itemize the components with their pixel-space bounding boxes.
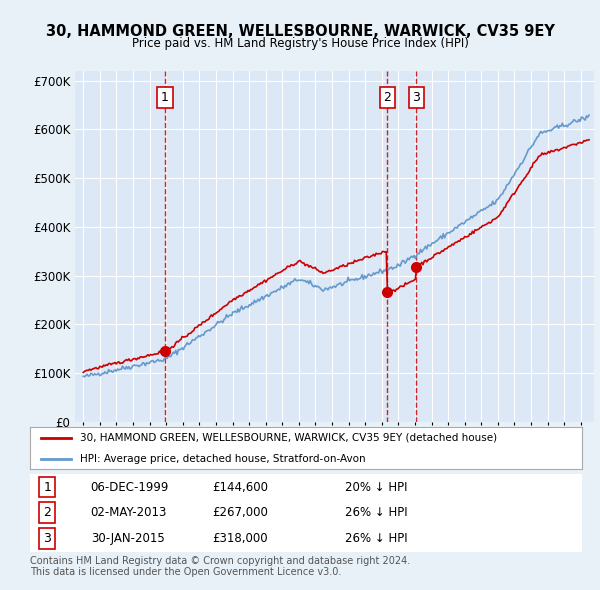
Text: £267,000: £267,000 xyxy=(212,506,268,519)
Text: 26% ↓ HPI: 26% ↓ HPI xyxy=(344,506,407,519)
Text: 3: 3 xyxy=(412,91,420,104)
Text: 30, HAMMOND GREEN, WELLESBOURNE, WARWICK, CV35 9EY (detached house): 30, HAMMOND GREEN, WELLESBOURNE, WARWICK… xyxy=(80,432,497,442)
Text: 3: 3 xyxy=(43,532,51,545)
Text: 20% ↓ HPI: 20% ↓ HPI xyxy=(344,480,407,493)
Text: 06-DEC-1999: 06-DEC-1999 xyxy=(91,480,169,493)
Text: Contains HM Land Registry data © Crown copyright and database right 2024.
This d: Contains HM Land Registry data © Crown c… xyxy=(30,556,410,578)
Text: HPI: Average price, detached house, Stratford-on-Avon: HPI: Average price, detached house, Stra… xyxy=(80,454,365,464)
Text: Price paid vs. HM Land Registry's House Price Index (HPI): Price paid vs. HM Land Registry's House … xyxy=(131,37,469,50)
Text: 02-MAY-2013: 02-MAY-2013 xyxy=(91,506,167,519)
Text: 30-JAN-2015: 30-JAN-2015 xyxy=(91,532,164,545)
Text: 1: 1 xyxy=(161,91,169,104)
Text: 26% ↓ HPI: 26% ↓ HPI xyxy=(344,532,407,545)
Text: 30, HAMMOND GREEN, WELLESBOURNE, WARWICK, CV35 9EY: 30, HAMMOND GREEN, WELLESBOURNE, WARWICK… xyxy=(46,24,554,38)
Text: £144,600: £144,600 xyxy=(212,480,268,493)
Text: 2: 2 xyxy=(43,506,51,519)
Text: £318,000: £318,000 xyxy=(212,532,268,545)
Text: 2: 2 xyxy=(383,91,391,104)
Text: 1: 1 xyxy=(43,480,51,493)
